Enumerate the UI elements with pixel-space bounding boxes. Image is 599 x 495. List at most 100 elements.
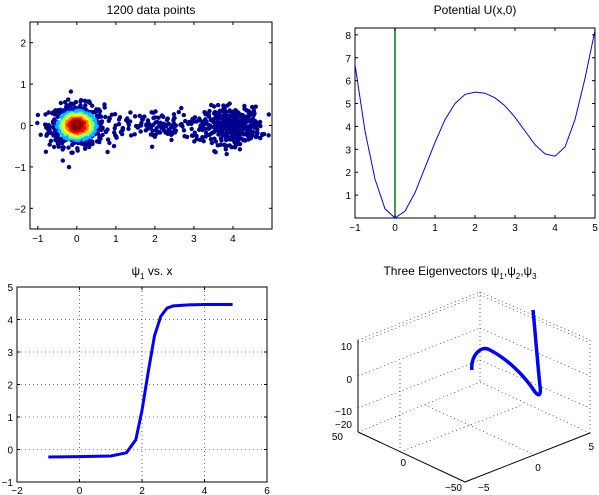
grid-line bbox=[357, 294, 481, 344]
data-point bbox=[211, 111, 217, 116]
y-tick-label: 0 bbox=[400, 458, 406, 469]
panel4-title-a: Three Eigenvectors ψ bbox=[383, 264, 499, 278]
x-tick-label: 0 bbox=[535, 463, 541, 474]
x-tick-label: 0 bbox=[77, 486, 83, 495]
panel4-sub2: 2 bbox=[516, 272, 521, 281]
data-point bbox=[70, 150, 75, 155]
panel4-sub3: 3 bbox=[532, 272, 537, 281]
grid-line bbox=[479, 327, 591, 377]
data-point bbox=[250, 104, 255, 110]
data-point bbox=[212, 136, 217, 141]
data-point bbox=[216, 132, 221, 137]
panel4-box bbox=[357, 291, 591, 483]
data-point bbox=[227, 109, 232, 114]
y-tick-label: 4 bbox=[7, 316, 13, 327]
data-point bbox=[55, 114, 60, 120]
data-point bbox=[112, 126, 117, 131]
data-point bbox=[197, 137, 203, 142]
data-point bbox=[211, 125, 217, 130]
data-point bbox=[207, 108, 212, 114]
data-point bbox=[209, 140, 215, 146]
data-point bbox=[116, 121, 122, 127]
data-point bbox=[47, 127, 52, 132]
data-point bbox=[51, 144, 57, 150]
panel-scatter: 1200 data points −1 0 1 2 3 4 −2 −1 0 1 2 bbox=[15, 3, 273, 245]
data-point bbox=[132, 114, 138, 119]
data-point bbox=[182, 134, 187, 139]
data-point bbox=[134, 123, 139, 129]
panel4-sub1: 1 bbox=[499, 272, 504, 281]
panel4-title: Three Eigenvectors ψ1,ψ2,ψ3 bbox=[383, 264, 537, 281]
data-point bbox=[60, 158, 65, 163]
grid-line bbox=[357, 327, 481, 377]
data-point bbox=[103, 129, 109, 134]
data-point bbox=[252, 120, 257, 126]
data-point bbox=[192, 139, 197, 144]
data-point bbox=[138, 129, 143, 134]
data-point bbox=[266, 112, 271, 117]
data-point bbox=[68, 89, 74, 94]
data-point bbox=[66, 97, 71, 102]
data-point bbox=[105, 137, 111, 142]
x-tick-label: 2 bbox=[152, 234, 158, 245]
y-tick-label: 3 bbox=[345, 145, 351, 156]
grid-line bbox=[357, 359, 481, 409]
data-point bbox=[208, 117, 213, 122]
data-point bbox=[106, 118, 112, 124]
data-point bbox=[202, 110, 207, 115]
panel-3d: Three Eigenvectors ψ1,ψ2,ψ3 100−10−20500… bbox=[332, 264, 595, 494]
data-point bbox=[144, 122, 149, 127]
data-point bbox=[140, 117, 145, 122]
data-point bbox=[47, 142, 52, 147]
data-point bbox=[120, 125, 126, 131]
x-tick-label: 5 bbox=[592, 223, 598, 234]
data-point bbox=[218, 136, 224, 141]
y-tick-label: 1 bbox=[20, 80, 26, 91]
data-point bbox=[178, 122, 183, 127]
y-tick-label: 7 bbox=[345, 54, 351, 65]
data-point bbox=[129, 133, 134, 138]
data-point bbox=[260, 132, 265, 138]
y-tick-label: 2 bbox=[345, 168, 351, 179]
z-tick-label: −10 bbox=[335, 407, 352, 418]
x-tick-label: −5 bbox=[478, 483, 490, 494]
y-tick-label: 5 bbox=[7, 283, 13, 294]
y-tick-label: 0 bbox=[7, 446, 13, 457]
data-point bbox=[197, 127, 202, 132]
y-tick-label: 5 bbox=[345, 100, 351, 111]
data-point bbox=[62, 100, 68, 105]
data-point bbox=[179, 105, 184, 111]
x-tick-label: 5 bbox=[588, 442, 594, 453]
x-tick-label: −1 bbox=[349, 223, 361, 234]
data-point bbox=[203, 134, 208, 139]
data-point bbox=[254, 130, 259, 135]
data-point bbox=[189, 126, 194, 132]
data-point bbox=[171, 112, 177, 117]
panel2-ticks: −1 0 1 2 3 4 5 1 2 3 4 5 6 7 8 bbox=[345, 28, 598, 234]
y-tick-label: −1 bbox=[15, 163, 27, 174]
y-tick-label: 6 bbox=[345, 77, 351, 88]
axis-edge bbox=[464, 432, 591, 483]
panel3-title-rest: vs. x bbox=[145, 264, 173, 278]
data-point bbox=[209, 102, 214, 108]
data-point bbox=[149, 144, 155, 149]
panel4-comma1: ,ψ bbox=[504, 264, 516, 278]
data-point bbox=[66, 164, 72, 170]
data-point bbox=[201, 139, 206, 144]
x-tick-label: 4 bbox=[202, 486, 208, 495]
panel-potential: Potential U(x,0) −1 0 1 2 3 4 5 1 2 3 4 5 6 7 8 bbox=[345, 3, 598, 234]
panel3-plot bbox=[48, 303, 233, 459]
y-tick-label: 2 bbox=[20, 39, 26, 50]
data-point bbox=[159, 113, 165, 118]
data-point bbox=[102, 105, 107, 110]
y-tick-label: −1 bbox=[2, 478, 14, 489]
y-tick-label: 2 bbox=[7, 381, 13, 392]
eigenvector-curve bbox=[470, 309, 543, 397]
x-tick-label: 0 bbox=[74, 234, 80, 245]
data-point bbox=[223, 136, 228, 141]
data-point bbox=[107, 140, 112, 146]
z-tick-label: −20 bbox=[335, 420, 352, 431]
data-point bbox=[43, 112, 48, 117]
